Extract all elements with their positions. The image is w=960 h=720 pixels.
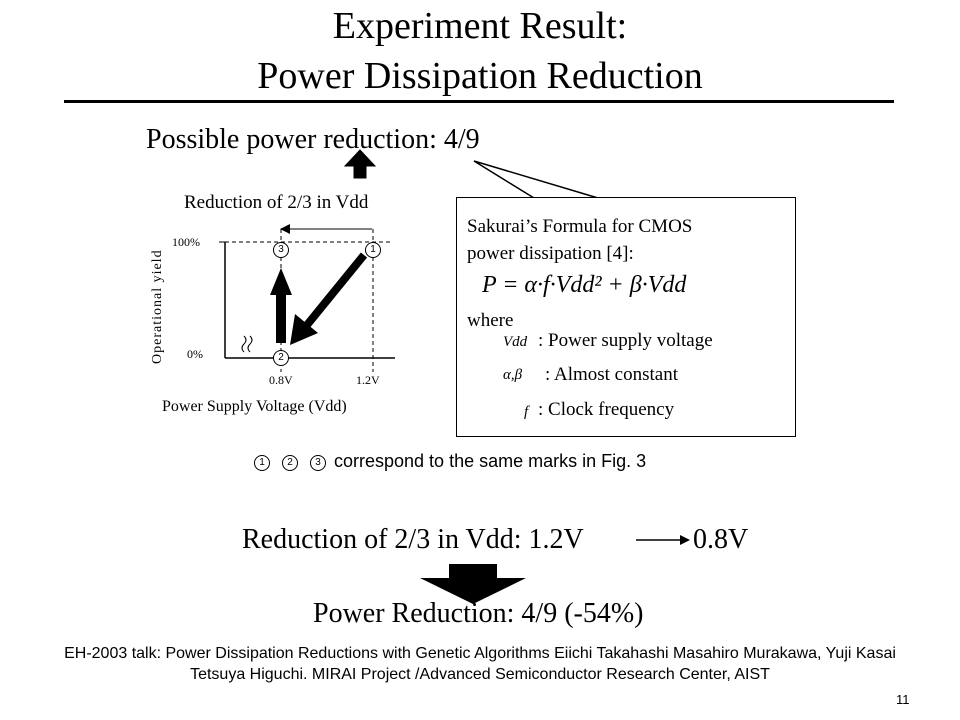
x-axis-label: Power Supply Voltage (Vdd) xyxy=(162,398,347,415)
def-f: : Clock frequency xyxy=(538,399,675,420)
arrow-1-to-2-shaft xyxy=(303,252,368,328)
symbol-f: f xyxy=(524,404,529,420)
y-tick-100-label: 100% xyxy=(172,235,200,249)
def-vdd: : Power supply voltage xyxy=(538,330,713,351)
y-axis-label: Operational yield xyxy=(150,249,165,364)
slide-title-line1: Experiment Result: xyxy=(332,5,628,47)
figure-caption-top: Reduction of 2/3 in Vdd xyxy=(184,192,369,213)
reduction-arrow-head xyxy=(280,224,290,234)
symbol-vdd: Vdd xyxy=(503,334,528,350)
arrow-2-to-3-head xyxy=(270,268,292,295)
point-marker-3: 3 xyxy=(273,242,289,258)
headline-possible-reduction: Possible power reduction: 4/9 xyxy=(146,124,480,155)
formula-box-line2: power dissipation [4]: xyxy=(467,243,634,264)
point-marker-1: 1 xyxy=(365,242,381,258)
slide-title-line2: Power Dissipation Reduction xyxy=(257,55,703,97)
vdd-change-arrow-head xyxy=(680,535,690,545)
reduction-vdd-text: Reduction of 2/3 in Vdd: 1.2V xyxy=(242,524,584,555)
point-marker-2: 2 xyxy=(273,350,289,366)
symbol-alpha-beta: α,β xyxy=(503,367,523,383)
down-arrow xyxy=(420,564,526,604)
note-marker-3: 3 xyxy=(310,455,326,471)
power-reduction-text: Power Reduction: 4/9 (-54%) xyxy=(313,598,644,629)
footer-line2: Tetsuya Higuchi. MIRAI Project /Advanced… xyxy=(190,666,770,683)
formula-where: where xyxy=(467,310,514,331)
y-tick-0-label: 0% xyxy=(187,347,203,361)
formula-callout-box xyxy=(456,197,796,437)
axis-break-mark xyxy=(241,335,253,353)
up-arrow-to-headline xyxy=(343,149,377,179)
page-number: 11 xyxy=(896,692,910,707)
footer-line1: EH-2003 talk: Power Dissipation Reductio… xyxy=(64,645,896,662)
marks-note-text: correspond to the same marks in Fig. 3 xyxy=(334,451,647,471)
sakurai-formula: P = α·f·Vdd² + β·Vdd xyxy=(482,272,687,298)
def-alpha-beta: : Almost constant xyxy=(545,364,678,385)
formula-box-line1: Sakurai’s Formula for CMOS xyxy=(467,216,693,237)
x-tick-0-8v-label: 0.8V xyxy=(269,373,293,387)
callout-tail xyxy=(473,160,599,199)
x-tick-1-2v-label: 1.2V xyxy=(356,373,380,387)
note-marker-1: 1 xyxy=(254,455,270,471)
note-marker-2: 2 xyxy=(282,455,298,471)
arrow-1-to-2-head xyxy=(290,314,318,345)
reduction-vdd-target: 0.8V xyxy=(693,524,749,555)
title-underline xyxy=(64,100,894,103)
